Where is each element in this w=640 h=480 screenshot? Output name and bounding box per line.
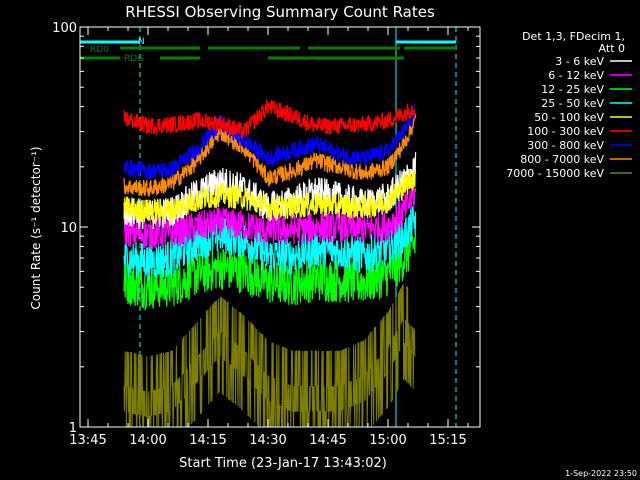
series-line	[123, 206, 417, 281]
legend-entry-label: 12 - 25 keV	[541, 83, 604, 96]
legend-header-line-1: Det 1,3, FDecim 1,	[522, 30, 625, 43]
legend-header-line-2: Att 0	[599, 42, 625, 55]
y-tick-label: 100	[52, 21, 77, 36]
x-tick-label: 14:00	[129, 433, 166, 448]
series-line	[123, 113, 417, 197]
y-axis-label: Count Rate (s⁻¹ detector⁻¹)	[29, 146, 43, 309]
flag-label-n: N	[138, 37, 145, 47]
plot-content: N RD0 RDG	[79, 27, 457, 428]
legend-entry-label: 6 - 12 keV	[548, 69, 604, 82]
x-tick-label: 14:15	[189, 433, 226, 448]
y-tick-label: 1	[69, 421, 77, 436]
series-line	[123, 183, 417, 250]
series-line	[123, 284, 416, 428]
flag-label-rdg: RDG	[124, 54, 144, 64]
x-tick-label: 15:00	[369, 433, 406, 448]
series-800-7000-kev	[123, 113, 417, 197]
legend-entry-label: 50 - 100 keV	[534, 111, 604, 124]
chart-title: RHESSI Observing Summary Count Rates	[125, 3, 435, 21]
series-100-300-kev	[123, 99, 417, 139]
legend-entry-label: 800 - 7000 keV	[520, 153, 604, 166]
series-50-100-kev	[123, 168, 417, 224]
x-tick-label: 15:15	[429, 433, 466, 448]
x-axis-label: Start Time (23-Jan-17 13:43:02)	[179, 456, 387, 471]
x-tick-label: 14:30	[249, 433, 286, 448]
series-25-50-kev	[123, 206, 417, 281]
series-line	[123, 99, 417, 139]
footer-date: 1-Sep-2022 23:50	[565, 469, 637, 478]
legend-entry-label: 25 - 50 keV	[541, 97, 604, 110]
x-tick-label: 14:45	[309, 433, 346, 448]
axes: 13:45 14:00 14:15 14:30 14:45 15:00 15:15 1 10 10…	[52, 21, 480, 448]
legend-entry-label: 7000 - 15000 keV	[506, 167, 604, 180]
y-tick-label: 10	[60, 221, 77, 236]
series-7000-15000-kev	[123, 284, 416, 428]
series-line	[123, 225, 417, 311]
x-tick-label: 13:45	[69, 433, 106, 448]
series-line	[123, 168, 417, 224]
series-line	[123, 103, 417, 180]
series-6-12-kev	[123, 183, 417, 250]
series-300-800-kev	[123, 103, 417, 180]
legend-entry-label: 100 - 300 keV	[527, 125, 604, 138]
legend-entry-label: 300 - 800 keV	[527, 139, 604, 152]
legend-entry-label: 3 - 6 keV	[555, 55, 604, 68]
series-12-25-kev	[123, 225, 417, 311]
flag-label-rd0: RD0	[90, 45, 109, 55]
